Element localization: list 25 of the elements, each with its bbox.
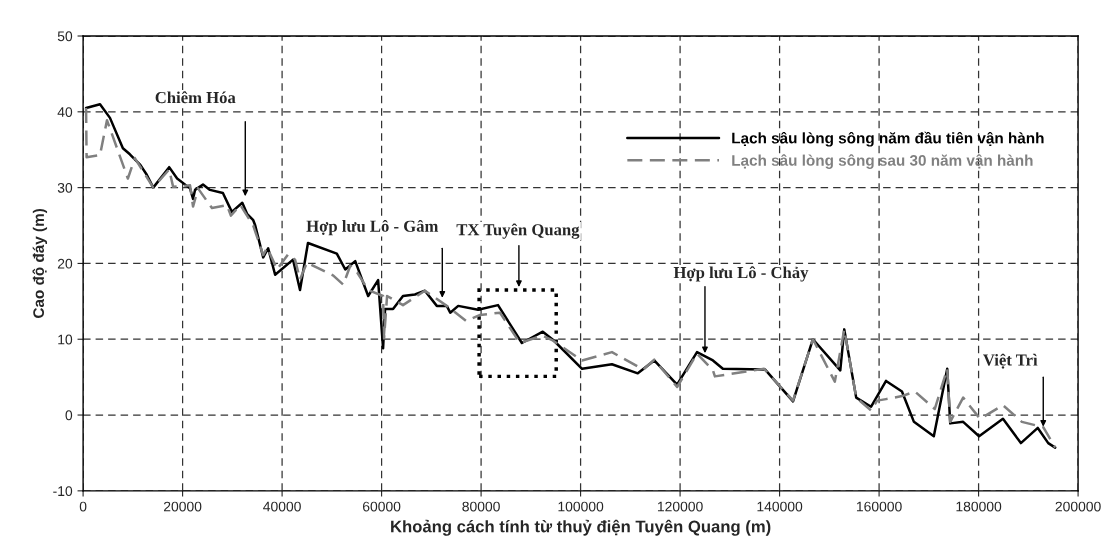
annotation: TX Tuyên Quang: [456, 223, 580, 239]
x-tick-label: 120000: [657, 501, 703, 512]
x-tick-label: 100000: [558, 501, 604, 512]
x-tick-label: 20000: [163, 501, 202, 512]
x-tick-label: 140000: [757, 501, 803, 512]
y-tick-label: 40: [57, 107, 73, 117]
annotation: Hợp lưu Lô - Chảy: [673, 266, 809, 282]
x-tick-label: 80000: [462, 501, 500, 512]
y-axis-title: Cao độ đáy (m): [32, 209, 48, 318]
y-tick-label: 10: [58, 334, 73, 345]
x-tick-label: 40000: [263, 501, 301, 512]
x-tick-label: 60000: [362, 501, 401, 512]
y-tick-label: -10: [53, 486, 73, 497]
y-tick-label: 30: [57, 182, 73, 193]
x-tick-label: 0: [79, 501, 87, 512]
y-tick-label: 20: [57, 258, 73, 269]
annotation: Việt Trì: [983, 353, 1038, 369]
x-tick-label: 200000: [1055, 501, 1101, 512]
y-tick-label: 0: [65, 410, 73, 421]
x-axis-title: Khoảng cách tính từ thuỷ điện Tuyên Quang (m): [391, 519, 771, 536]
annotation: Chiêm Hóa: [155, 91, 236, 104]
y-tick-label: 50: [57, 31, 73, 42]
annotation: Hợp lưu Lô - Gâm: [306, 219, 439, 236]
x-tick-label: 160000: [856, 501, 902, 512]
x-tick-label: 180000: [956, 501, 1002, 512]
